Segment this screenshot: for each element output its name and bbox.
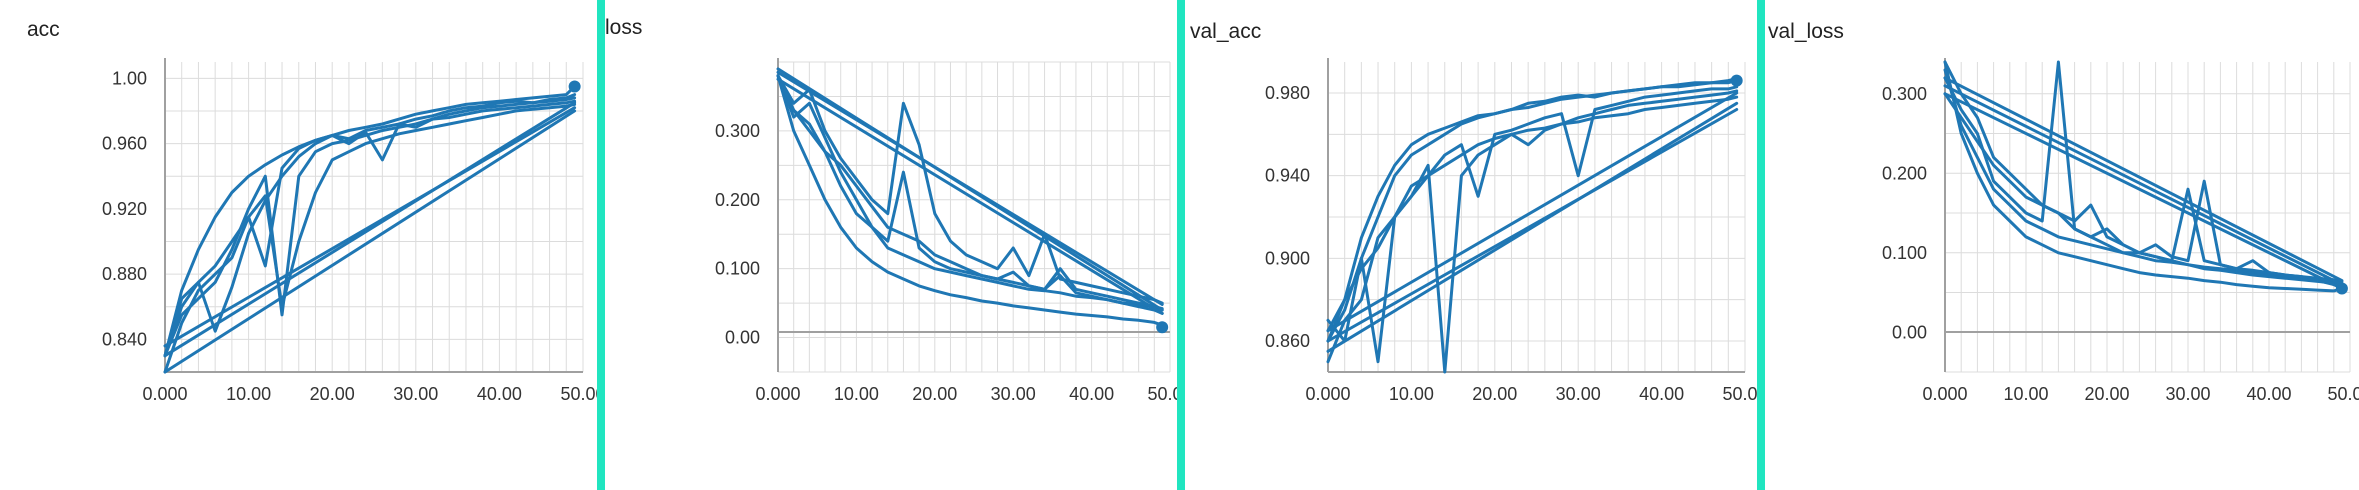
x-tick-label: 50.00: [2327, 384, 2359, 404]
val-acc-chart: 0.000 10.00 20.00 30.00 40.00 50.00 0.860 0.900…: [1265, 58, 1768, 404]
series-line: [1943, 92, 2344, 287]
y-tick-label: 0.840: [102, 329, 147, 349]
panel-divider: [1757, 0, 1765, 490]
x-tick-label: 30.00: [991, 384, 1036, 404]
y-tick-label: 0.920: [102, 199, 147, 219]
x-tick-label: 40.00: [477, 384, 522, 404]
x-tick-label: 10.00: [226, 384, 271, 404]
y-tick-label: 0.00: [725, 328, 760, 348]
series-line: [163, 106, 577, 348]
x-tick-label: 0.000: [1305, 384, 1350, 404]
series-line: [163, 102, 577, 358]
x-tick-label: 50.00: [1722, 384, 1767, 404]
x-tick-label: 40.00: [2246, 384, 2291, 404]
y-tick-label: 0.00: [1892, 322, 1927, 342]
series-line: [163, 93, 577, 358]
panel-divider: [597, 0, 605, 490]
x-tick-label: 40.00: [1639, 384, 1684, 404]
series-line: [163, 96, 577, 374]
series-line: [1326, 79, 1739, 333]
chart-title: loss: [605, 16, 643, 39]
chart-title: val_acc: [1190, 20, 1262, 43]
x-tick-label: 20.00: [310, 384, 355, 404]
series-endpoint-marker: [568, 80, 581, 93]
series-line: [1943, 60, 2344, 293]
series-line: [1326, 95, 1739, 343]
series-line: [1943, 76, 2344, 283]
series-endpoint-marker: [1156, 321, 1169, 334]
x-tick-label: 0.000: [142, 384, 187, 404]
series-line: [1943, 60, 2344, 288]
y-tick-label: 1.00: [112, 68, 147, 88]
panel-divider: [1177, 0, 1185, 490]
series-line: [1326, 101, 1739, 353]
x-tick-label: 30.00: [1556, 384, 1601, 404]
x-tick-label: 0.000: [755, 384, 800, 404]
series-line: [1326, 108, 1739, 343]
x-tick-label: 10.00: [834, 384, 879, 404]
series-line: [776, 74, 1164, 327]
x-tick-label: 40.00: [1069, 384, 1114, 404]
series-line: [163, 99, 577, 358]
y-tick-label: 0.200: [715, 190, 760, 210]
series-line: [1326, 89, 1739, 374]
series-endpoint-marker: [1730, 74, 1743, 87]
y-tick-label: 0.900: [1265, 248, 1310, 268]
series-line: [776, 74, 1164, 305]
y-tick-label: 0.940: [1265, 166, 1310, 186]
x-tick-label: 50.00: [560, 384, 605, 404]
series-line: [1326, 77, 1739, 343]
y-tick-label: 0.860: [1265, 331, 1310, 351]
y-tick-label: 0.300: [715, 121, 760, 141]
series-line: [1943, 60, 2344, 283]
y-tick-label: 0.100: [715, 259, 760, 279]
x-tick-label: 20.00: [2084, 384, 2129, 404]
x-tick-label: 10.00: [1389, 384, 1434, 404]
x-tick-label: 0.000: [1922, 384, 1967, 404]
x-tick-label: 30.00: [2165, 384, 2210, 404]
chart-title: val_loss: [1768, 20, 1844, 43]
x-tick-label: 20.00: [912, 384, 957, 404]
y-tick-label: 0.980: [1265, 83, 1310, 103]
series-line: [776, 74, 1164, 315]
loss-chart-panel: loss 0.000 10.00 20.00 30.00 40.00 50.00 0.00 0…: [605, 0, 1193, 490]
series-line: [776, 70, 1164, 306]
series-line: [163, 109, 577, 374]
y-tick-label: 0.100: [1882, 243, 1927, 263]
series-endpoint-marker: [2335, 282, 2348, 295]
val-acc-chart-panel: val_acc 0.000 10.00 20.00 30.00 40.00 50.00 0.…: [1185, 0, 1768, 490]
acc-chart-panel: acc 0.000 10.00 20.00 30.00 40.00 50.00 0.840 0…: [0, 0, 606, 490]
loss-chart: 0.000 10.00 20.00 30.00 40.00 50.000.000.1000…: [715, 58, 1193, 404]
x-tick-label: 30.00: [393, 384, 438, 404]
series-line: [776, 77, 1164, 315]
series-line: [1943, 84, 2344, 287]
y-tick-label: 0.300: [1882, 84, 1927, 104]
series-line: [1943, 92, 2344, 290]
series-line: [776, 74, 1164, 312]
y-tick-label: 0.200: [1882, 163, 1927, 183]
series-line: [1326, 91, 1739, 333]
chart-title: acc: [27, 18, 60, 41]
series-line: [1943, 68, 2344, 285]
y-tick-label: 0.960: [102, 134, 147, 154]
series-line: [163, 85, 577, 358]
x-tick-label: 20.00: [1472, 384, 1517, 404]
y-tick-label: 0.880: [102, 264, 147, 284]
x-tick-label: 10.00: [2003, 384, 2048, 404]
series-line: [163, 101, 577, 358]
val-loss-chart: 0.000 10.00 20.00 30.00 40.00 50.00 0.00 0.100 0…: [1882, 58, 2359, 404]
val-loss-chart-panel: val_loss 0.00010.0020.0030.0040.0050.000…: [1765, 0, 2359, 490]
acc-chart: 0.000 10.00 20.00 30.00 40.00 50.00 0.840 0.880…: [102, 58, 606, 404]
